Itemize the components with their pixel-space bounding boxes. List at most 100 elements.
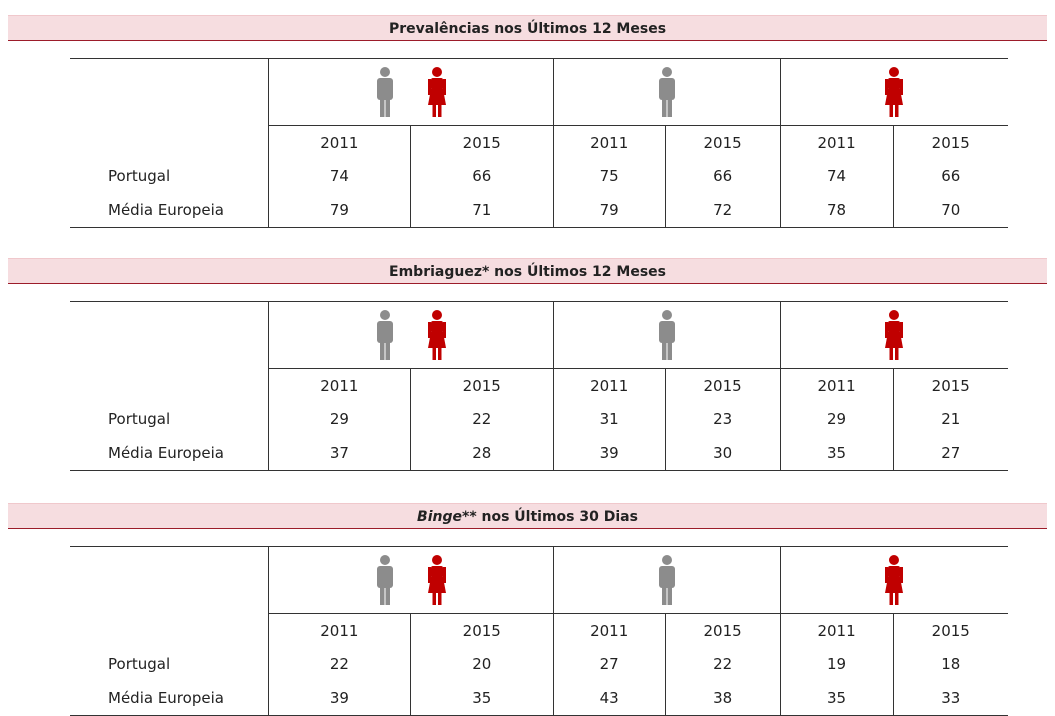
- year-cell: 2011: [267, 125, 411, 159]
- icon-group: [267, 301, 554, 369]
- data-table: 2011 2015 2011 2015 2011 2015 Portugal 29 22 31 23…: [70, 301, 1008, 471]
- year-cell: 2015: [664, 368, 781, 402]
- year-cell: 2015: [664, 613, 781, 647]
- title-part: Prevalências nos Últimos 12 Meses: [388, 21, 667, 37]
- year-cell: 2011: [779, 125, 894, 159]
- empty-cell: [70, 546, 269, 614]
- icon-row: [70, 58, 1008, 126]
- year-cell: 2015: [664, 125, 781, 159]
- row-label: Portugal: [108, 655, 171, 673]
- empty-cell: [70, 369, 268, 403]
- value-cell: 27: [892, 436, 1008, 471]
- value-cell: 66: [409, 159, 554, 193]
- empty-cell: [70, 126, 268, 160]
- value-cell: 39: [552, 436, 666, 471]
- year-row: 2011 2015 2011 2015 2011 2015: [70, 125, 1008, 160]
- value-cell: 66: [892, 159, 1008, 193]
- value-cell: 74: [267, 159, 411, 193]
- empty-cell: [70, 614, 268, 648]
- value-cell: 23: [664, 402, 781, 436]
- value-cell: 35: [779, 681, 894, 716]
- woman-icon: [427, 67, 446, 117]
- value-cell: 79: [552, 193, 666, 228]
- value-cell: 29: [779, 402, 894, 436]
- year-row: 2011 2015 2011 2015 2011 2015: [70, 368, 1008, 403]
- icon-group: [552, 301, 781, 369]
- value-cell: 33: [892, 681, 1008, 716]
- value-cell: 22: [664, 647, 781, 681]
- year-cell: 2015: [409, 613, 554, 647]
- icon-group: [267, 58, 554, 126]
- data-row: Portugal 22 20 27 22 19 18: [70, 647, 1008, 681]
- man-icon: [658, 67, 675, 117]
- woman-icon: [427, 310, 446, 360]
- value-cell: 35: [779, 436, 894, 471]
- value-cell: 79: [267, 193, 411, 228]
- year-cell: 2015: [892, 125, 1008, 159]
- section-title: Binge** nos Últimos 30 Dias: [8, 503, 1047, 529]
- year-cell: 2015: [409, 125, 554, 159]
- section-title: Embriaguez* nos Últimos 12 Meses: [8, 258, 1047, 284]
- woman-icon: [885, 67, 904, 117]
- icon-row: [70, 546, 1008, 614]
- value-cell: 43: [552, 681, 666, 716]
- year-cell: 2011: [552, 368, 666, 402]
- value-cell: 22: [267, 647, 411, 681]
- row-label: Média Europeia: [70, 681, 269, 716]
- year-cell: 2011: [267, 368, 411, 402]
- data-row: Média Europeia 79 71 79 72 78 70: [70, 193, 1008, 228]
- row-label: Portugal: [108, 167, 171, 185]
- woman-icon: [885, 310, 904, 360]
- value-cell: 66: [664, 159, 781, 193]
- icon-group: [779, 58, 1008, 126]
- value-cell: 71: [409, 193, 554, 228]
- data-table: 2011 2015 2011 2015 2011 2015 Portugal 22 20 27 22…: [70, 546, 1008, 716]
- value-cell: 18: [892, 647, 1008, 681]
- empty-cell: [70, 301, 269, 369]
- icon-group: [779, 301, 1008, 369]
- value-cell: 70: [892, 193, 1008, 228]
- row-label: Média Europeia: [70, 193, 269, 228]
- woman-icon: [427, 555, 446, 605]
- row-label: Portugal: [108, 410, 171, 428]
- title-part: Embriaguez* nos Últimos 12 Meses: [389, 264, 666, 280]
- value-cell: 27: [552, 647, 666, 681]
- data-table: 2011 2015 2011 2015 2011 2015 Portugal 74 66 75 66…: [70, 58, 1008, 228]
- value-cell: 74: [779, 159, 894, 193]
- year-cell: 2011: [779, 368, 894, 402]
- icon-group: [267, 546, 554, 614]
- man-icon: [376, 67, 393, 117]
- year-row: 2011 2015 2011 2015 2011 2015: [70, 613, 1008, 648]
- value-cell: 37: [267, 436, 411, 471]
- man-icon: [658, 555, 675, 605]
- row-label: Média Europeia: [70, 436, 269, 471]
- man-icon: [376, 555, 393, 605]
- value-cell: 78: [779, 193, 894, 228]
- value-cell: 75: [552, 159, 666, 193]
- value-cell: 28: [409, 436, 554, 471]
- empty-cell: [70, 58, 269, 126]
- data-row: Portugal 29 22 31 23 29 21: [70, 402, 1008, 436]
- section: Embriaguez* nos Últimos 12 Meses 2011 2015…: [0, 258, 1055, 471]
- title-part: Binge: [417, 509, 462, 525]
- icon-group: [552, 58, 781, 126]
- value-cell: 35: [409, 681, 554, 716]
- value-cell: 21: [892, 402, 1008, 436]
- value-cell: 19: [779, 647, 894, 681]
- man-icon: [658, 310, 675, 360]
- section: Prevalências nos Últimos 12 Meses 2011 201…: [0, 15, 1055, 228]
- value-cell: 72: [664, 193, 781, 228]
- icon-row: [70, 301, 1008, 369]
- icon-group: [552, 546, 781, 614]
- value-cell: 29: [267, 402, 411, 436]
- man-icon: [376, 310, 393, 360]
- data-row: Média Europeia 39 35 43 38 35 33: [70, 681, 1008, 716]
- woman-icon: [885, 555, 904, 605]
- value-cell: 22: [409, 402, 554, 436]
- value-cell: 20: [409, 647, 554, 681]
- value-cell: 31: [552, 402, 666, 436]
- icon-group: [779, 546, 1008, 614]
- value-cell: 39: [267, 681, 411, 716]
- value-cell: 30: [664, 436, 781, 471]
